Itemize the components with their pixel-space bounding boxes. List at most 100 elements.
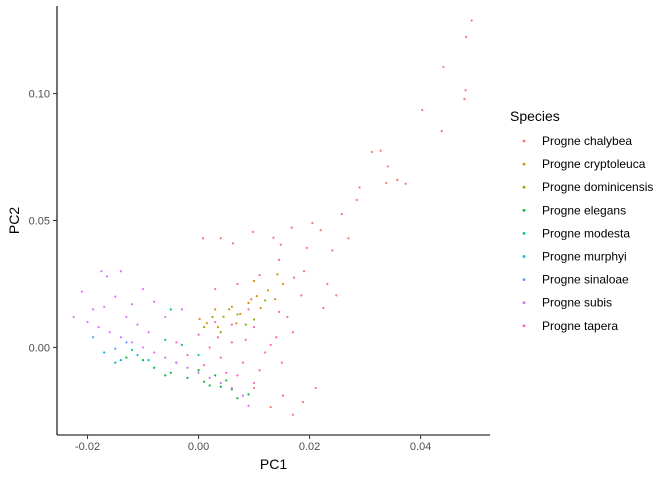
legend-label: Progne subis xyxy=(542,296,612,310)
data-point xyxy=(175,341,178,344)
data-point xyxy=(442,65,445,69)
legend-label: Progne dominicensis xyxy=(542,180,653,194)
legend-label: Progne chalybea xyxy=(542,134,632,148)
data-point xyxy=(247,393,250,396)
data-point xyxy=(219,381,222,385)
data-point xyxy=(236,374,239,377)
data-point xyxy=(130,303,134,306)
legend-item: Progne dominicensis xyxy=(522,180,653,194)
data-point xyxy=(119,359,122,362)
data-point xyxy=(180,343,183,346)
data-point xyxy=(358,186,361,189)
data-point xyxy=(201,237,205,240)
data-point xyxy=(370,150,373,154)
data-point xyxy=(470,19,473,22)
data-point xyxy=(147,331,150,334)
data-point xyxy=(252,381,256,385)
data-point xyxy=(197,369,200,372)
data-point xyxy=(264,351,267,354)
data-point xyxy=(114,347,117,350)
series-progne-modesta xyxy=(114,308,200,364)
data-point xyxy=(252,386,256,390)
data-point xyxy=(114,361,117,364)
data-point xyxy=(136,323,139,326)
data-point xyxy=(404,182,407,185)
data-point xyxy=(264,299,267,302)
data-point xyxy=(153,351,156,354)
data-point xyxy=(291,413,295,416)
data-point xyxy=(100,270,103,273)
data-point xyxy=(236,397,239,400)
series-progne-dominicensis xyxy=(203,299,267,334)
data-point xyxy=(97,326,100,329)
data-point xyxy=(147,359,150,362)
data-point xyxy=(281,394,285,397)
data-point xyxy=(335,294,338,297)
data-point xyxy=(141,287,145,291)
data-point xyxy=(169,371,172,374)
legend-item: Progne sinaloae xyxy=(522,273,629,287)
data-point xyxy=(230,341,233,344)
y-tick-label: 0.00 xyxy=(29,342,50,354)
data-point xyxy=(465,35,468,39)
data-point xyxy=(175,361,178,364)
series-progne-murphyi xyxy=(103,351,139,362)
data-point xyxy=(130,348,134,352)
data-point xyxy=(225,371,228,374)
data-point xyxy=(421,108,424,112)
data-point xyxy=(385,181,388,185)
data-point xyxy=(103,305,106,308)
axes-layer: -0.02 0.00 0.02 0.04 0.00 0.05 0.10 PC1 PC2 xyxy=(6,6,490,472)
data-point xyxy=(219,385,222,388)
data-point xyxy=(274,298,277,301)
y-tick-label: 0.05 xyxy=(29,216,50,228)
data-point xyxy=(269,343,272,346)
data-point xyxy=(197,353,200,357)
data-point xyxy=(396,178,399,181)
data-point xyxy=(244,338,247,341)
data-point xyxy=(136,353,139,357)
data-point xyxy=(464,89,467,92)
legend-item: Progne subis xyxy=(522,296,612,310)
legend-key xyxy=(522,324,526,328)
legend-item: Progne tapera xyxy=(522,319,618,333)
data-point xyxy=(72,315,75,319)
data-point xyxy=(331,249,334,252)
data-point xyxy=(141,359,145,362)
data-point xyxy=(463,98,466,101)
data-point xyxy=(227,308,231,311)
data-point xyxy=(277,258,281,261)
data-point xyxy=(108,331,111,334)
legend-key xyxy=(522,278,526,281)
data-point xyxy=(326,282,329,286)
y-axis-title: PC2 xyxy=(6,207,22,234)
legend-label: Progne elegans xyxy=(542,203,626,217)
legend-label: Progne modesta xyxy=(542,226,630,240)
data-point xyxy=(252,279,256,283)
data-point xyxy=(247,308,250,311)
data-point xyxy=(272,236,275,239)
x-tick-label: 0.02 xyxy=(299,441,320,453)
data-point xyxy=(230,305,233,308)
data-point xyxy=(301,400,305,404)
legend-item: Progne modesta xyxy=(522,226,630,240)
data-point xyxy=(440,130,443,133)
data-point xyxy=(119,270,122,273)
x-tick-label: 0.04 xyxy=(410,441,431,453)
data-point xyxy=(214,320,217,324)
data-point xyxy=(251,230,255,234)
data-point xyxy=(266,289,270,292)
data-point xyxy=(164,315,167,319)
legend-key xyxy=(522,208,526,212)
data-point xyxy=(114,295,117,298)
series-progne-subis xyxy=(72,270,250,407)
legend-title: Species xyxy=(510,108,560,124)
legend-key xyxy=(522,162,526,166)
legend-key xyxy=(522,185,526,189)
data-point xyxy=(311,221,314,225)
data-point xyxy=(302,270,306,273)
data-point xyxy=(252,326,256,329)
data-point xyxy=(300,294,303,297)
data-point xyxy=(230,323,233,326)
